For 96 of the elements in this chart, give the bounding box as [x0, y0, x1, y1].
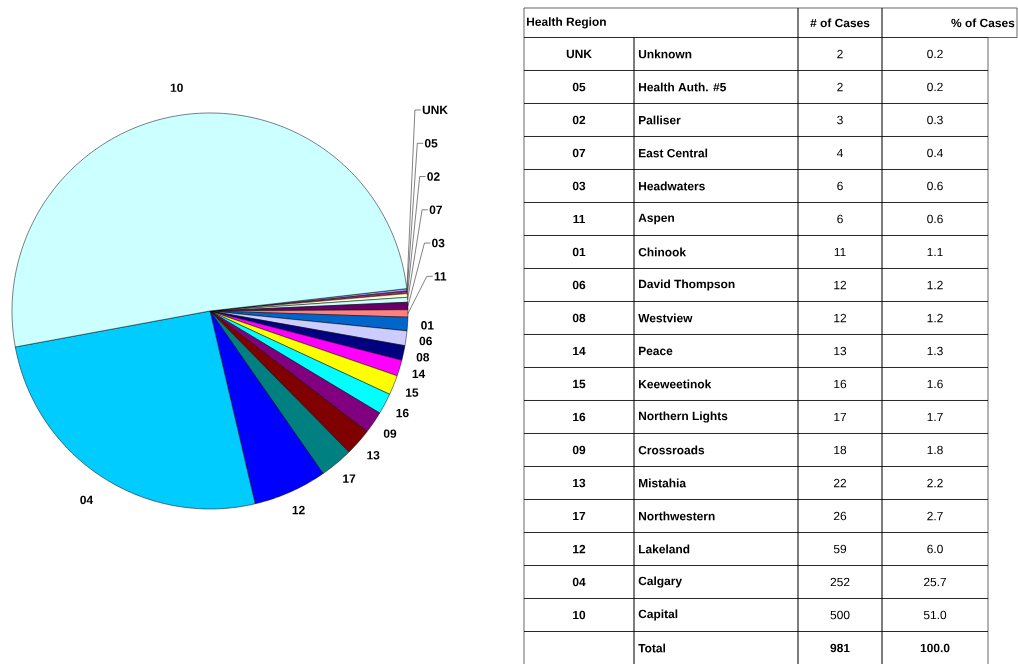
text: 13 — [573, 478, 586, 488]
text: 16 — [573, 412, 586, 422]
text: 0.2 — [927, 82, 943, 92]
text: 2.2 — [927, 478, 943, 488]
text: 12 — [573, 544, 586, 554]
slice-label: 17 — [343, 474, 356, 483]
text: Lakeland — [639, 544, 690, 554]
text: 1.7 — [927, 412, 943, 422]
slice-label: 06 — [419, 336, 432, 346]
text: 2 — [837, 82, 843, 92]
text: 6 — [837, 181, 843, 191]
text: Northern Lights — [639, 411, 728, 423]
slice-label: 03 — [432, 238, 445, 248]
text: 02 — [572, 115, 586, 125]
text: 1.2 — [927, 280, 943, 290]
text: 1.2 — [927, 313, 943, 323]
text: 6 — [837, 214, 843, 224]
text: 17 — [573, 511, 586, 521]
text: % of Cases — [951, 18, 1015, 28]
text: 59 — [833, 544, 847, 554]
slice-label: 15 — [406, 388, 419, 397]
text: Calgary — [638, 576, 682, 588]
slice-label: 09 — [383, 429, 397, 438]
text: Capital — [638, 609, 678, 621]
text: 22 — [833, 478, 847, 488]
text: 0.3 — [927, 115, 943, 125]
text: 12 — [834, 313, 847, 323]
text: 252 — [830, 577, 850, 587]
text: # of Cases — [810, 18, 870, 28]
text: 11 — [573, 214, 585, 224]
text: 1.6 — [927, 379, 943, 389]
text: Northwestern — [639, 511, 715, 521]
text: 12 — [834, 280, 847, 290]
text: 01 — [572, 247, 586, 257]
text: 1.1 — [927, 247, 943, 257]
text: 51.0 — [923, 610, 947, 620]
slice-label: 16 — [396, 408, 409, 418]
text: 2.7 — [927, 511, 943, 521]
text: Crossroads — [638, 445, 705, 455]
text: 1.8 — [927, 445, 943, 455]
text: Chinook — [638, 247, 687, 257]
text: 26 — [833, 511, 847, 521]
text: 06 — [572, 280, 586, 290]
slice-label: 10 — [170, 83, 183, 92]
text: 10 — [573, 610, 586, 620]
text: 13 — [834, 346, 847, 356]
text: East Central — [639, 148, 708, 158]
text: Mistahia — [639, 478, 687, 488]
text: 1.3 — [927, 346, 943, 356]
text: Peace — [639, 346, 673, 356]
text: 25.7 — [923, 577, 947, 587]
slice-label: 13 — [367, 451, 380, 460]
text: 6.0 — [927, 544, 943, 554]
slice-label: 14 — [412, 369, 426, 378]
text: 15 — [573, 379, 586, 389]
text: 0.4 — [927, 148, 943, 158]
text: David Thompson — [639, 279, 735, 291]
text: 04 — [572, 577, 586, 587]
text: 11 — [834, 247, 846, 257]
text: Health Region — [527, 17, 606, 29]
text: 2 — [837, 49, 843, 59]
slice-label: UNK — [422, 105, 448, 115]
text: 4 — [836, 148, 843, 158]
text: 0.6 — [927, 214, 943, 224]
text: Aspen — [638, 213, 674, 225]
slice-label: 12 — [292, 505, 305, 515]
text: Westview — [638, 313, 693, 323]
slice-label: 11 — [434, 272, 447, 281]
text: 3 — [837, 115, 843, 125]
text: 0.2 — [927, 49, 943, 59]
text: Palliser — [639, 115, 681, 125]
text: 0.6 — [927, 181, 943, 191]
text: 08 — [572, 313, 586, 323]
slice-label: 04 — [80, 495, 94, 505]
text: 500 — [830, 610, 850, 620]
text: 09 — [572, 445, 586, 455]
slice-label: 05 — [424, 139, 438, 148]
slice-label: 07 — [429, 205, 442, 215]
text: UNK — [566, 49, 592, 59]
text: 981 — [830, 643, 850, 653]
text: Headwaters — [639, 181, 705, 191]
text: Health Auth. #5 — [639, 82, 726, 92]
text: 03 — [572, 181, 586, 191]
text: 18 — [834, 445, 847, 455]
text: 100.0 — [920, 643, 950, 653]
text: Keeweetinok — [639, 379, 712, 389]
text: 07 — [572, 148, 586, 158]
slice-label: 01 — [421, 321, 434, 330]
text: 16 — [834, 379, 847, 389]
slice-label: 08 — [416, 353, 430, 362]
text: Total — [638, 643, 666, 653]
text: 14 — [573, 346, 586, 356]
text: 17 — [834, 412, 847, 422]
text: 05 — [572, 82, 586, 92]
slice-label: 02 — [427, 172, 440, 181]
text: Unknown — [638, 49, 692, 59]
